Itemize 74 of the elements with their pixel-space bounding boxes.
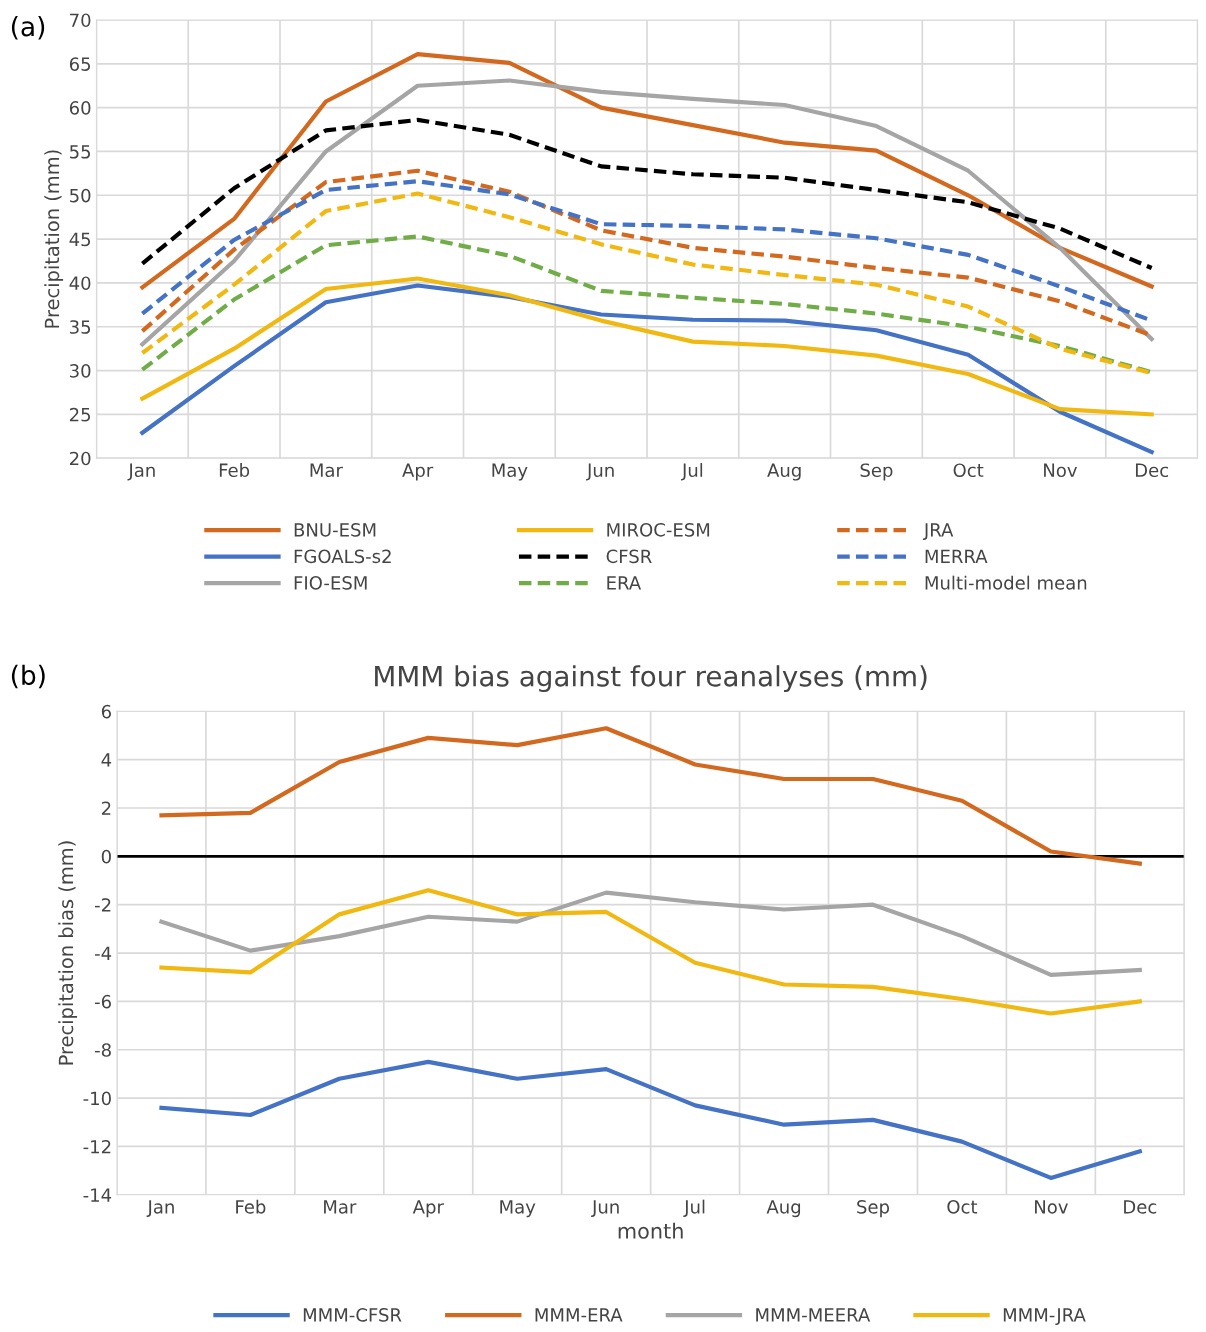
line-series — [140, 276, 1154, 417]
chart-title: MMM bias against four reanalyses (mm) — [375, 665, 927, 693]
y-tick-label: -12 — [83, 1139, 111, 1154]
x-tick-label: Nov — [1035, 1200, 1068, 1214]
y-tick-label: -6 — [95, 994, 111, 1009]
line-series — [159, 726, 1142, 866]
y-tick-label: -14 — [83, 1188, 112, 1202]
y-tick-label: 40 — [69, 276, 91, 291]
legend-label: JRA — [922, 523, 954, 540]
legend-label: BNU-ESM — [294, 522, 376, 537]
x-tick-label: Dec — [1124, 1200, 1157, 1214]
line-series — [159, 890, 1142, 977]
x-tick-label: Sep — [857, 1199, 890, 1218]
y-tick-label: 25 — [69, 407, 91, 422]
y-tick-label: -10 — [83, 1091, 111, 1106]
x-tick-label: Feb — [236, 1199, 266, 1214]
x-tick-label: Nov — [1044, 463, 1077, 478]
legend-label: MMM-MEERA — [756, 1308, 871, 1322]
x-tick-label: May — [492, 463, 528, 481]
y-tick-label: 20 — [69, 451, 91, 466]
legend-label: MMM-CFSR — [303, 1308, 402, 1322]
line-series — [140, 283, 1154, 455]
x-tick-label: May — [500, 1200, 536, 1218]
legend-label: MMM-JRA — [1003, 1308, 1086, 1326]
x-tick-label: Jan — [146, 1200, 174, 1217]
y-tick-label: 50 — [70, 188, 91, 203]
x-tick-label: Aug — [766, 1200, 801, 1218]
y-tick-label: 0 — [101, 849, 111, 864]
y-tick-label: 60 — [69, 101, 91, 115]
y-tick-label: 55 — [70, 145, 91, 159]
x-tick-label: Dec — [1135, 463, 1169, 478]
legend-label: MIROC-ESM — [607, 522, 710, 537]
text: (a) — [11, 16, 45, 40]
legend-label: FGOALS-s2 — [294, 549, 391, 564]
y-axis-title: Precipitation bias (mm) — [58, 841, 78, 1065]
x-tick-label: Mar — [324, 1200, 357, 1214]
y-tick-label: 45 — [69, 232, 91, 247]
x-tick-label: Jul — [681, 463, 703, 481]
x-tick-label: Oct — [953, 463, 984, 478]
line-series — [159, 888, 1142, 1016]
x-tick-label: Apr — [412, 1200, 444, 1218]
legend-label: FIO-ESM — [294, 575, 367, 590]
x-tick-label: Jul — [683, 1199, 705, 1217]
x-tick-label: Jan — [127, 463, 155, 481]
legend-label: CFSR — [606, 549, 652, 564]
legend-label: MERRA — [925, 549, 988, 563]
y-tick-label: 70 — [70, 13, 91, 28]
y-tick-label: 65 — [69, 57, 91, 71]
y-tick-label: -4 — [95, 946, 112, 960]
y-tick-label: 6 — [101, 704, 111, 719]
x-tick-label: Jun — [591, 1200, 619, 1217]
line-series — [140, 78, 1154, 347]
line-series — [140, 52, 1154, 290]
line-series — [140, 117, 1154, 271]
y-axis-title: Precipitation (mm) — [44, 150, 64, 328]
x-tick-label: Apr — [402, 463, 434, 481]
legend-label: MMM-ERA — [535, 1308, 623, 1322]
x-tick-label: Oct — [947, 1199, 978, 1214]
y-tick-label: 35 — [70, 320, 91, 334]
legend-label: ERA — [607, 576, 642, 590]
y-tick-label: -2 — [95, 898, 111, 912]
x-tick-label: Mar — [310, 463, 343, 478]
x-tick-label: Aug — [767, 463, 801, 481]
y-tick-label: -8 — [95, 1043, 111, 1057]
text: (b) — [11, 664, 45, 689]
line-series — [159, 1059, 1142, 1180]
x-tick-label: Feb — [219, 463, 250, 478]
x-tick-label: Sep — [860, 463, 893, 481]
legend-label: Multi-model mean — [925, 575, 1087, 590]
y-tick-label: 30 — [70, 364, 91, 378]
y-tick-label: 2 — [101, 801, 111, 815]
y-tick-label: 4 — [101, 753, 112, 767]
x-tick-label: Jun — [586, 463, 614, 481]
x-axis-title: month — [618, 1222, 683, 1239]
